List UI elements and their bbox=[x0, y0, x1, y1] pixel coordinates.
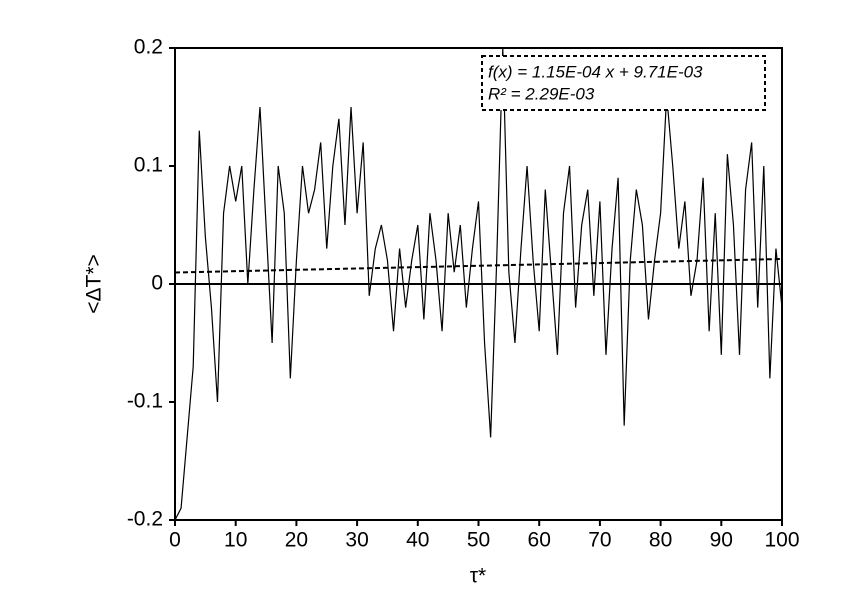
y-axis-label: <ΔT*> bbox=[83, 254, 106, 314]
trend-line bbox=[174, 257, 783, 274]
y-tick-label: 0 bbox=[151, 272, 163, 295]
x-tick-label: 70 bbox=[588, 529, 611, 552]
plot-frame bbox=[174, 47, 783, 521]
x-tick-label: 30 bbox=[345, 529, 368, 552]
y-tick-label: 0.1 bbox=[134, 154, 163, 177]
y-tick-label: -0.1 bbox=[127, 390, 163, 413]
x-tick-label: 20 bbox=[285, 529, 308, 552]
x-tick-label: 80 bbox=[649, 529, 672, 552]
x-tick-label: 90 bbox=[710, 529, 733, 552]
x-tick-label: 50 bbox=[467, 529, 490, 552]
annotation: f(x) = 1.15E-04 x + 9.71E-03 bbox=[488, 62, 703, 81]
x-tick-label: 0 bbox=[169, 529, 181, 552]
x-tick-label: 100 bbox=[764, 529, 799, 552]
series-line bbox=[174, 47, 783, 521]
y-tick-label: 0.2 bbox=[134, 36, 163, 59]
y-tick-label: -0.2 bbox=[127, 508, 163, 531]
annotation-box bbox=[481, 55, 766, 111]
x-tick-label: 60 bbox=[528, 529, 551, 552]
x-axis-label: τ* bbox=[470, 565, 486, 588]
x-tick-label: 40 bbox=[406, 529, 429, 552]
annotation: R² = 2.29E-03 bbox=[488, 84, 595, 103]
x-tick-label: 10 bbox=[224, 529, 247, 552]
